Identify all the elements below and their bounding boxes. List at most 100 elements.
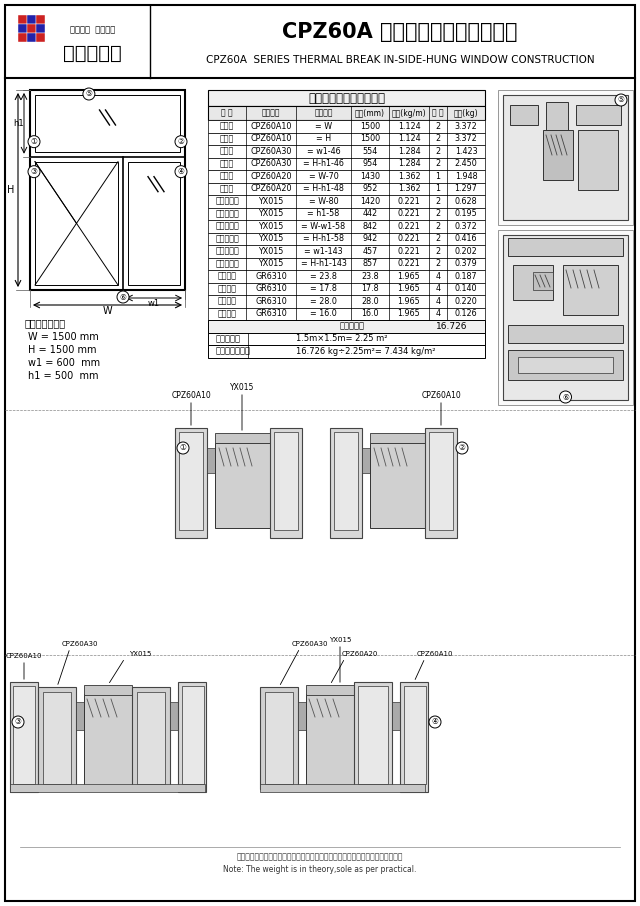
Text: 1.423: 1.423 [454,147,477,156]
Bar [208,320,485,333]
Text: = 16.0: = 16.0 [310,309,337,318]
Bar [36,15,45,24]
Bar [179,432,203,530]
Bar [533,272,553,290]
Bar [208,257,485,270]
Bar [215,443,270,528]
Text: 2.450: 2.450 [454,159,477,169]
Text: = 28.0: = 28.0 [310,297,337,305]
Text: 0.220: 0.220 [454,297,477,305]
Text: 扇角码大: 扇角码大 [218,297,237,305]
Text: CPZ60A30: CPZ60A30 [250,159,292,169]
Text: 0.628: 0.628 [454,197,477,206]
Text: 4: 4 [435,309,440,318]
Bar [208,182,485,195]
Bar [354,682,392,790]
Text: 17.8: 17.8 [361,284,379,294]
Bar [518,357,613,373]
Bar [43,692,71,784]
Text: 框角码大: 框角码大 [218,272,237,281]
Text: 0.221: 0.221 [397,222,420,231]
Bar [208,245,485,257]
Text: 1.965: 1.965 [397,272,420,281]
Bar [35,161,118,285]
Bar [132,687,170,789]
Text: 0.202: 0.202 [454,246,477,255]
Text: 952: 952 [362,184,378,193]
Text: 1: 1 [435,172,440,181]
Text: 严谨执着  精品承诺: 严谨执着 精品承诺 [70,25,115,34]
Text: ⑤: ⑤ [86,90,92,99]
Bar [404,686,426,784]
Bar [306,694,354,786]
Text: 框角码小: 框角码小 [218,284,237,294]
Text: 窗扇压线横: 窗扇压线横 [215,246,239,255]
Text: 1: 1 [435,184,440,193]
Bar [207,448,215,473]
Text: = H-h1-48: = H-h1-48 [303,184,344,193]
Text: ⑤: ⑤ [618,95,625,104]
Text: = 23.8: = 23.8 [310,272,337,281]
Text: ①: ① [31,137,37,146]
Text: 扇角码小: 扇角码小 [218,309,237,318]
Text: 0.221: 0.221 [397,259,420,268]
Bar [18,15,27,24]
Text: 2: 2 [435,197,440,206]
Text: 0.372: 0.372 [454,222,477,231]
Text: 1.297: 1.297 [454,184,477,193]
Text: 门窗面积：: 门窗面积： [216,334,241,343]
Text: 2: 2 [435,259,440,268]
Bar [508,325,623,343]
Bar [128,161,180,285]
Text: CPZ60A20: CPZ60A20 [250,184,292,193]
Text: 侧固压线横: 侧固压线横 [215,222,239,231]
Bar [425,428,457,538]
Text: 3.372: 3.372 [454,134,477,143]
Bar [298,702,306,730]
Text: = W-70: = W-70 [308,172,339,181]
Text: 新大地铝业: 新大地铝业 [63,43,122,63]
Text: 2: 2 [435,147,440,156]
Bar [178,682,206,792]
Text: = W: = W [315,121,332,130]
Text: CPZ60A10: CPZ60A10 [250,121,292,130]
Bar [208,195,485,207]
Text: 单位面积重量：: 单位面积重量： [216,347,251,356]
Bar [10,682,38,792]
Text: YX015: YX015 [259,197,284,206]
Text: 457: 457 [362,246,378,255]
Text: W = 1500 mm: W = 1500 mm [28,332,99,342]
Text: 型材代号: 型材代号 [262,109,280,118]
Bar [306,685,354,695]
Bar [260,784,425,792]
Text: w1: w1 [148,298,160,307]
Bar [208,220,485,233]
Text: 侧固压线竖: 侧固压线竖 [215,235,239,243]
Bar [170,702,178,730]
Text: = H-h1-58: = H-h1-58 [303,235,344,243]
Text: 2: 2 [435,222,440,231]
Text: CPZ60A10: CPZ60A10 [421,391,461,400]
Circle shape [28,136,40,148]
Bar [546,102,568,130]
Circle shape [175,136,187,148]
Bar [10,784,205,792]
Text: h1 = 500  mm: h1 = 500 mm [28,371,99,381]
Text: CPZ60A20: CPZ60A20 [342,651,378,657]
Text: 竖窗扇: 竖窗扇 [220,159,234,169]
Bar [27,15,36,24]
Bar [18,33,27,42]
Circle shape [117,291,129,303]
Bar [208,345,485,358]
Text: 842: 842 [362,222,378,231]
Text: 0.140: 0.140 [455,284,477,294]
Bar [208,270,485,283]
Bar [513,265,553,300]
Text: 1.124: 1.124 [397,134,420,143]
Text: ②: ② [177,137,184,146]
Text: 4: 4 [435,284,440,294]
Text: CPZ60A10: CPZ60A10 [171,391,211,400]
Bar [358,686,388,784]
Bar [27,24,36,33]
Text: YX015: YX015 [329,637,351,643]
